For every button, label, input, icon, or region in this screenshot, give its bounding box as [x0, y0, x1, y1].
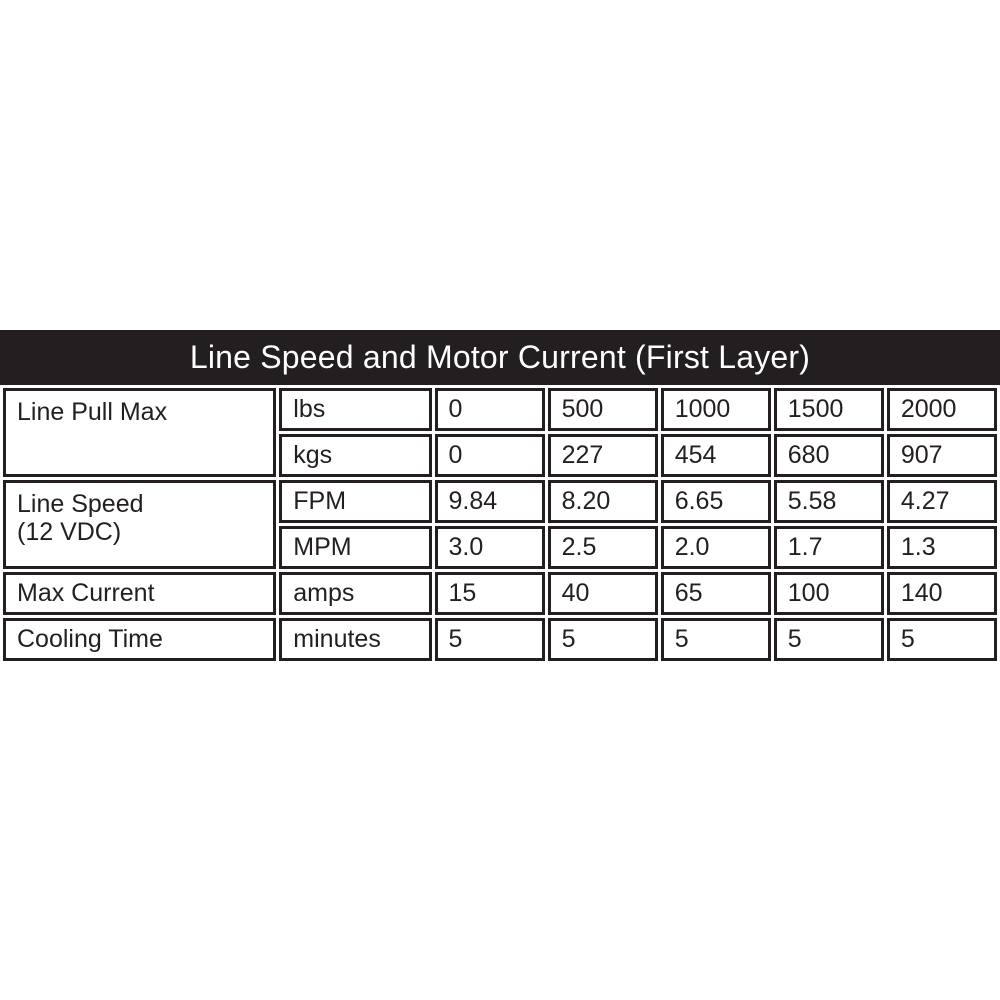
unit-cell: minutes	[279, 618, 432, 661]
value-cell: 5	[660, 618, 771, 661]
value-cell: 8.20	[547, 480, 658, 523]
value-cell: 5	[886, 618, 997, 661]
unit-cell: amps	[279, 572, 432, 615]
row-label-text: Line Pull Max	[17, 398, 168, 426]
value-cell: 680	[773, 434, 884, 477]
row-label-cooling-time: Cooling Time	[3, 618, 277, 661]
value-cell: 3.0	[434, 526, 545, 569]
table-title: Line Speed and Motor Current (First Laye…	[189, 339, 811, 375]
value-cell: 227	[547, 434, 658, 477]
value-cell: 0	[434, 388, 545, 431]
value-cell: 100	[773, 572, 884, 615]
value-cell: 65	[660, 572, 771, 615]
table-row-cooling-time: Cooling Time minutes 5 5 5 5 5	[3, 618, 997, 661]
value-cell: 907	[886, 434, 997, 477]
value-cell: 140	[886, 572, 997, 615]
row-label-line-pull-max: Line Pull Max	[3, 388, 277, 477]
table-row-line-speed-fpm: Line Speed (12 VDC) FPM 9.84 8.20 6.65 5…	[3, 480, 997, 569]
value-cell: 6.65	[660, 480, 771, 523]
value-cell: 454	[660, 434, 771, 477]
value-cell: 1.7	[773, 526, 884, 569]
value-cell: 5	[773, 618, 884, 661]
value-cell: 4.27	[886, 480, 997, 523]
value-cell: 2.0	[660, 526, 771, 569]
row-label-line-speed: Line Speed (12 VDC)	[3, 480, 277, 569]
value-cell: 1000	[660, 388, 771, 431]
row-label-text-line1: Line Speed	[17, 490, 144, 518]
value-cell: 2.5	[547, 526, 658, 569]
value-cell: 15	[434, 572, 545, 615]
unit-cell: MPM	[279, 526, 432, 569]
row-label-text-line2: (12 VDC)	[17, 518, 122, 546]
unit-cell: lbs	[279, 388, 432, 431]
value-cell: 5	[547, 618, 658, 661]
value-cell: 5.58	[773, 480, 884, 523]
value-cell: 2000	[886, 388, 997, 431]
table-row-max-current: Max Current amps 15 40 65 100 140	[3, 572, 997, 615]
table-row-line-pull-lbs: Line Pull Max lbs 0 500 1000 1500 2000	[3, 388, 997, 477]
unit-cell: kgs	[279, 434, 432, 477]
value-cell: 1.3	[886, 526, 997, 569]
unit-cell: FPM	[279, 480, 432, 523]
table-row-line-pull-kgs: kgs 0 227 454 680 907	[3, 434, 997, 477]
row-label-max-current: Max Current	[3, 572, 277, 615]
value-cell: 5	[434, 618, 545, 661]
spec-data-table: Line Pull Max lbs 0 500 1000 1500 2000 k…	[0, 385, 1000, 664]
value-cell: 40	[547, 572, 658, 615]
value-cell: 1500	[773, 388, 884, 431]
value-cell: 9.84	[434, 480, 545, 523]
spec-table-figure: Line Speed and Motor Current (First Laye…	[0, 330, 1000, 664]
table-row-line-speed-mpm: MPM 3.0 2.5 2.0 1.7 1.3	[3, 526, 997, 569]
value-cell: 0	[434, 434, 545, 477]
value-cell: 500	[547, 388, 658, 431]
table-title-bar: Line Speed and Motor Current (First Laye…	[0, 330, 1000, 385]
